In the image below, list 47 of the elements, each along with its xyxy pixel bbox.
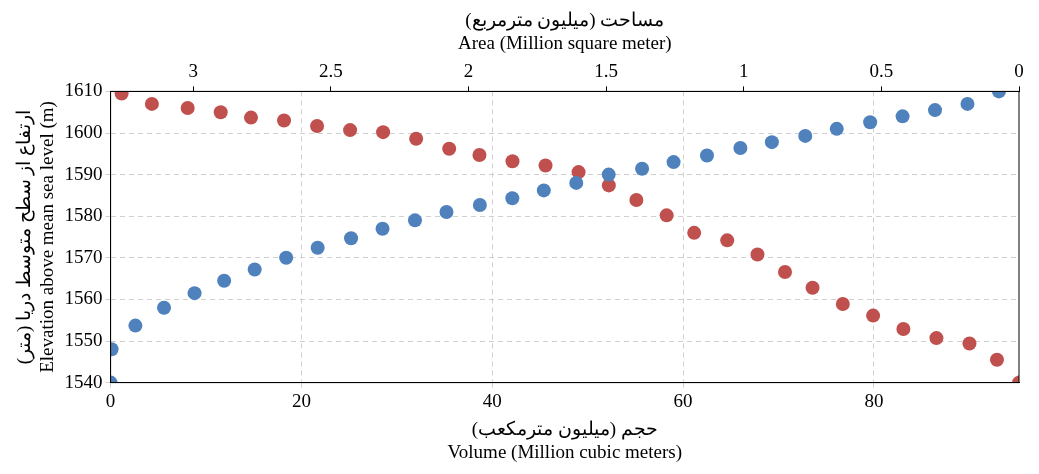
y-tick-label: 1590 <box>64 162 103 184</box>
point <box>472 197 487 212</box>
point <box>310 240 325 255</box>
point <box>536 183 551 198</box>
point <box>928 103 943 118</box>
point <box>279 250 294 265</box>
point <box>829 121 844 136</box>
y-tick-label: 1570 <box>64 245 103 267</box>
y-tick-label: 1560 <box>64 287 103 309</box>
point <box>247 262 262 277</box>
y-tick-label: 1550 <box>64 328 103 350</box>
x-tick-label: 60 <box>673 389 693 411</box>
point <box>635 161 650 176</box>
point <box>217 273 232 288</box>
x2-tick-label: 3 <box>188 59 198 81</box>
y-tick-label: 1610 <box>64 79 103 101</box>
x2-tick-label: 2 <box>463 59 474 81</box>
x2-tick-label: 2.5 <box>318 59 343 81</box>
x2-tick-label: 0 <box>1014 59 1024 81</box>
point <box>863 115 878 130</box>
x-tick-label: 40 <box>482 389 502 411</box>
point <box>505 191 520 206</box>
x2-tick-label: 0.5 <box>869 59 894 81</box>
x2-tick-label: 1 <box>738 59 749 81</box>
point <box>407 213 422 228</box>
y-tick-label: 1600 <box>64 120 103 142</box>
point <box>157 300 172 315</box>
x-tick-label: 0 <box>105 389 116 411</box>
x2-tick-label: 1.5 <box>594 59 618 81</box>
x-tick-label: 80 <box>864 389 884 411</box>
point <box>375 221 390 236</box>
point <box>699 148 714 163</box>
x-tick-label: 20 <box>291 389 311 411</box>
point <box>798 128 813 143</box>
point <box>601 167 616 182</box>
point <box>960 96 975 111</box>
point <box>733 140 748 155</box>
point <box>666 155 681 170</box>
point <box>569 175 584 190</box>
y-tick-label: 1540 <box>64 370 103 392</box>
point <box>764 135 779 150</box>
point <box>439 205 454 220</box>
point <box>895 109 910 124</box>
point <box>344 231 359 246</box>
point <box>187 286 202 301</box>
point <box>128 318 143 333</box>
y-tick-label: 1580 <box>64 204 103 226</box>
